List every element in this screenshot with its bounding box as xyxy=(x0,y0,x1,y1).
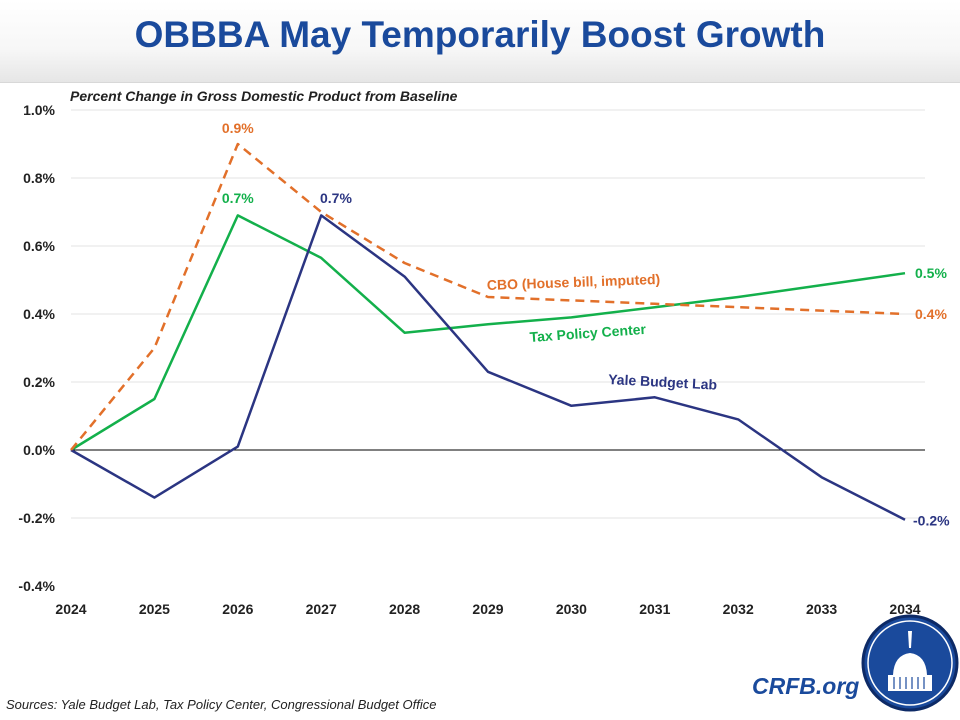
y-tick-label: 1.0% xyxy=(23,102,55,118)
data-label: 0.9% xyxy=(222,120,254,136)
page-title: OBBBA May Temporarily Boost Growth xyxy=(134,14,826,55)
x-tick-label: 2034 xyxy=(889,601,920,617)
x-tick-label: 2033 xyxy=(806,601,837,617)
series-label-yale-budget-lab: Yale Budget Lab xyxy=(608,371,718,393)
data-label: 0.5% xyxy=(915,265,947,281)
y-tick-label: -0.2% xyxy=(18,510,55,526)
x-tick-label: 2031 xyxy=(639,601,670,617)
series-label-tax-policy-center: Tax Policy Center xyxy=(529,321,647,345)
y-tick-label: 0.4% xyxy=(23,306,55,322)
series-line-cbo-house-bill-imputed- xyxy=(70,142,906,451)
sources-note: Sources: Yale Budget Lab, Tax Policy Cen… xyxy=(6,697,437,712)
brand-link[interactable]: CRFB.org xyxy=(752,673,860,699)
x-tick-label: 2028 xyxy=(389,601,420,617)
y-tick-label: 0.2% xyxy=(23,374,55,390)
series-line-yale-budget-lab xyxy=(70,214,906,521)
x-tick-label: 2026 xyxy=(222,601,253,617)
crfb-capitol-logo xyxy=(861,614,959,712)
data-label: 0.7% xyxy=(320,190,352,206)
y-tick-label: -0.4% xyxy=(18,578,55,594)
y-tick-label: 0.8% xyxy=(23,170,55,186)
series-label-cbo: CBO (House bill, imputed) xyxy=(487,271,661,293)
x-tick-label: 2030 xyxy=(556,601,587,617)
series-line-tax-policy-center xyxy=(70,214,906,452)
x-tick-label: 2032 xyxy=(723,601,754,617)
x-tick-label: 2029 xyxy=(472,601,503,617)
x-tick-label: 2024 xyxy=(55,601,86,617)
header xyxy=(0,0,960,83)
data-label: 0.4% xyxy=(915,306,947,322)
x-tick-label: 2025 xyxy=(139,601,170,617)
y-axis-label: Percent Change in Gross Domestic Product… xyxy=(70,88,458,104)
data-label: 0.7% xyxy=(222,190,254,206)
data-label: -0.2% xyxy=(913,513,950,529)
y-tick-label: 0.6% xyxy=(23,238,55,254)
y-tick-label: 0.0% xyxy=(23,442,55,458)
x-tick-label: 2027 xyxy=(306,601,337,617)
